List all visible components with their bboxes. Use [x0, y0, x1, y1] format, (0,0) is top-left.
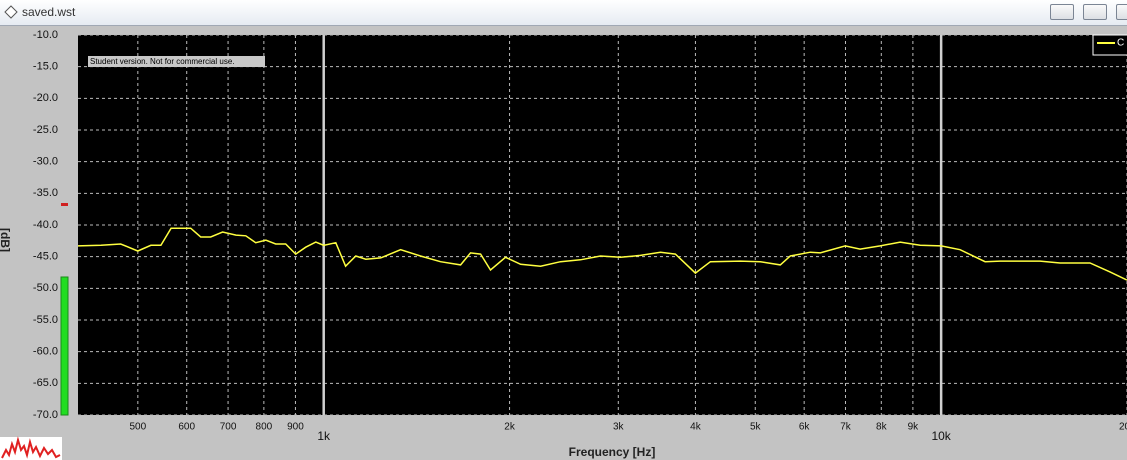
x-tick-label: 2k	[504, 422, 516, 433]
y-tick-label: -20.0	[33, 92, 58, 104]
close-button[interactable]	[1116, 4, 1127, 20]
restore-button[interactable]	[1083, 4, 1107, 20]
x-tick-label: 4k	[690, 422, 702, 433]
title-bar: saved.wst	[0, 0, 1127, 26]
legend-label: C	[1117, 38, 1124, 49]
spectrum-icon	[1, 436, 61, 459]
y-tick-label: -55.0	[33, 314, 58, 326]
x-tick-label: 20k	[1119, 422, 1127, 433]
x-tick-label: 900	[287, 422, 304, 433]
y-tick-label: -50.0	[33, 282, 58, 294]
y-tick-label: -15.0	[33, 61, 58, 73]
y-tick-label: -45.0	[33, 251, 58, 263]
y-tick-label: -30.0	[33, 156, 58, 168]
y-tick-label: -65.0	[33, 377, 58, 389]
x-tick-label: 8k	[876, 422, 888, 433]
minimize-button[interactable]	[1050, 4, 1074, 20]
legend-box	[1092, 34, 1127, 56]
x-tick-label: 800	[256, 422, 273, 433]
x-tick-label: 10k	[931, 429, 951, 443]
y-tick-label: -35.0	[33, 187, 58, 199]
y-tick-label: -60.0	[33, 346, 58, 358]
x-tick-label: 3k	[613, 422, 625, 433]
annotation: Student version. Not for commercial use.	[90, 57, 235, 66]
y-tick-label: -40.0	[33, 219, 58, 231]
level-meter	[60, 276, 69, 416]
y-axis-label: [dB]	[0, 228, 12, 252]
peak-indicator	[61, 203, 68, 206]
x-tick-label: 1k	[317, 429, 331, 443]
x-axis-label: Frequency [Hz]	[569, 445, 656, 459]
window-title: saved.wst	[22, 5, 76, 19]
annotation-box	[88, 56, 265, 67]
x-tick-label: 500	[129, 422, 146, 433]
y-tick-label: -25.0	[33, 124, 58, 136]
x-tick-label: 5k	[750, 422, 762, 433]
x-tick-label: 9k	[908, 422, 920, 433]
y-tick-label: -70.0	[33, 409, 58, 421]
y-tick-label: -10.0	[33, 29, 58, 41]
x-tick-label: 600	[178, 422, 195, 433]
x-tick-label: 6k	[799, 422, 811, 433]
app-icon	[4, 5, 18, 19]
x-tick-label: 7k	[840, 422, 852, 433]
data-line	[77, 227, 1127, 281]
x-tick-label: 700	[220, 422, 237, 433]
